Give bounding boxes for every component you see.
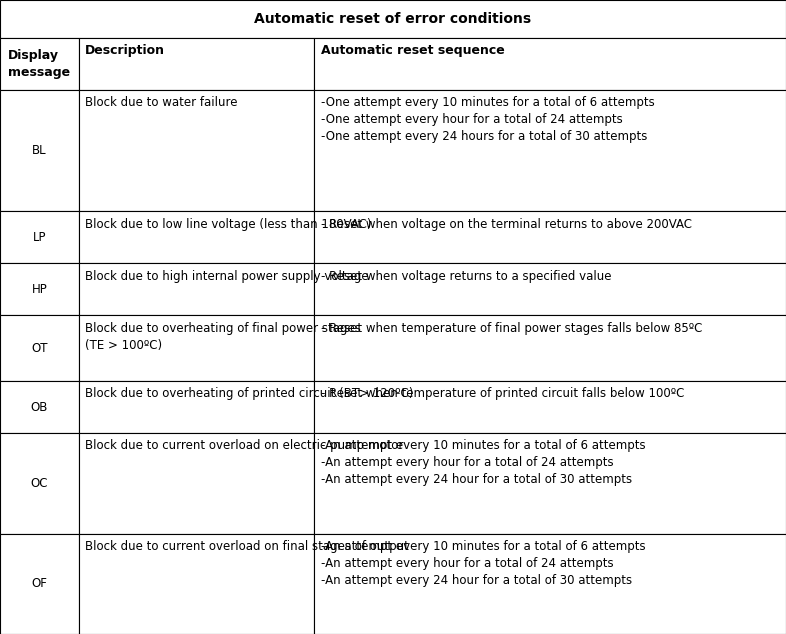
Bar (314, 381, 786, 433)
Text: OB: OB (31, 401, 48, 413)
Text: Block due to water failure: Block due to water failure (85, 96, 237, 110)
Bar (0, 433, 79, 534)
Text: Display
message: Display message (8, 49, 71, 79)
Text: Block due to high internal power supply voltage: Block due to high internal power supply … (85, 269, 369, 283)
Bar (0, 0, 786, 38)
Bar (79, 381, 314, 433)
Bar (79, 211, 314, 263)
Text: -One attempt every 10 minutes for a total of 6 attempts
-One attempt every hour : -One attempt every 10 minutes for a tota… (321, 96, 655, 143)
Text: OC: OC (31, 477, 48, 490)
Bar (314, 38, 786, 90)
Bar (314, 534, 786, 634)
Bar (0, 381, 79, 433)
Bar (314, 433, 786, 534)
Bar (79, 38, 314, 90)
Text: -An attempt every 10 minutes for a total of 6 attempts
-An attempt every hour fo: -An attempt every 10 minutes for a total… (321, 439, 645, 486)
Bar (0, 263, 79, 315)
Bar (79, 534, 314, 634)
Text: - Reset when voltage on the terminal returns to above 200VAC: - Reset when voltage on the terminal ret… (321, 217, 692, 231)
Bar (79, 433, 314, 534)
Text: - Reset when temperature of printed circuit falls below 100ºC: - Reset when temperature of printed circ… (321, 387, 684, 401)
Bar (0, 90, 79, 211)
Text: Block due to low line voltage (less than 180VAC): Block due to low line voltage (less than… (85, 217, 372, 231)
Bar (314, 211, 786, 263)
Bar (0, 211, 79, 263)
Bar (79, 90, 314, 211)
Text: Block due to overheating of printed circuit (BT> 120ºC): Block due to overheating of printed circ… (85, 387, 413, 401)
Text: - Reset when temperature of final power stages falls below 85ºC: - Reset when temperature of final power … (321, 321, 702, 335)
Bar (79, 315, 314, 381)
Text: Block due to overheating of final power stages
(TE > 100ºC): Block due to overheating of final power … (85, 321, 361, 352)
Bar (0, 534, 79, 634)
Text: OT: OT (31, 342, 47, 354)
Bar (314, 315, 786, 381)
Bar (79, 263, 314, 315)
Bar (314, 263, 786, 315)
Text: Description: Description (85, 44, 165, 58)
Text: BL: BL (32, 144, 46, 157)
Text: OF: OF (31, 578, 47, 590)
Text: Automatic reset of error conditions: Automatic reset of error conditions (255, 12, 531, 26)
Bar (314, 90, 786, 211)
Bar (0, 315, 79, 381)
Text: LP: LP (32, 231, 46, 244)
Text: - Reset when voltage returns to a specified value: - Reset when voltage returns to a specif… (321, 269, 612, 283)
Text: HP: HP (31, 283, 47, 296)
Bar (0, 38, 79, 90)
Text: -An attempt every 10 minutes for a total of 6 attempts
-An attempt every hour fo: -An attempt every 10 minutes for a total… (321, 540, 645, 587)
Text: Automatic reset sequence: Automatic reset sequence (321, 44, 505, 58)
Text: Block due to current overload on electric pump motor: Block due to current overload on electri… (85, 439, 403, 453)
Text: Block due to current overload on final stages of output: Block due to current overload on final s… (85, 540, 409, 553)
